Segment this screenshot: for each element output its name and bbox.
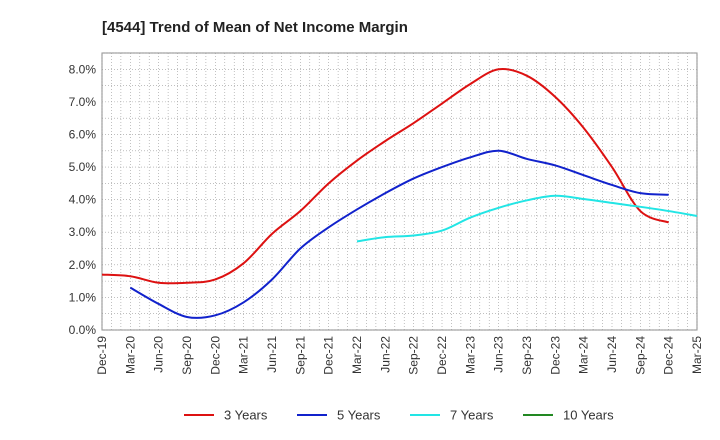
y-tick-label: 4.0%: [69, 193, 97, 207]
y-tick-label: 3.0%: [69, 225, 97, 239]
series-line-5-years: [129, 149, 669, 319]
x-axis: Dec-19 Mar-20 Jun-20 Sep-20 Dec-20 Mar-21 Jun-…: [95, 336, 704, 375]
chart-title: [4544] Trend of Mean of Net Income Margi…: [102, 19, 408, 36]
x-tick-label: Jun-20: [152, 336, 166, 373]
x-tick-label: Mar-20: [123, 336, 137, 374]
y-tick-label: 5.0%: [69, 160, 97, 174]
x-tick-label: Sep-20: [180, 336, 194, 375]
x-tick-label: Dec-23: [548, 336, 562, 375]
legend-label-10-years: 10 Years: [563, 408, 614, 423]
x-tick-label: Jun-24: [605, 336, 619, 373]
series-lines: [101, 67, 698, 319]
x-tick-label: Jun-22: [378, 336, 392, 373]
x-tick-label: Mar-23: [463, 336, 477, 374]
series-line-7-years: [356, 194, 698, 243]
x-tick-label: Sep-21: [293, 336, 307, 375]
y-tick-label: 8.0%: [69, 62, 97, 76]
y-axis: 0.0% 1.0% 2.0% 3.0% 4.0% 5.0% 6.0% 7.0% 8.0%: [69, 62, 97, 337]
legend-label-7-years: 7 Years: [450, 408, 494, 423]
x-tick-label: Dec-20: [208, 336, 222, 375]
y-tick-label: 2.0%: [69, 258, 97, 272]
x-tick-label: Mar-24: [577, 336, 591, 374]
y-tick-label: 7.0%: [69, 95, 97, 109]
x-tick-label: Dec-22: [435, 336, 449, 375]
series-line-3-years: [101, 67, 670, 285]
x-tick-label: Sep-22: [407, 336, 421, 375]
x-tick-label: Dec-19: [95, 336, 109, 375]
x-tick-label: Dec-24: [662, 336, 676, 375]
legend-label-3-years: 3 Years: [224, 408, 268, 423]
y-tick-label: 0.0%: [69, 323, 97, 337]
plot-frame: [101, 52, 698, 331]
x-tick-label: Mar-22: [350, 336, 364, 374]
x-tick-label: Dec-21: [322, 336, 336, 375]
y-tick-label: 1.0%: [69, 290, 97, 304]
legend-label-5-years: 5 Years: [337, 408, 381, 423]
x-tick-label: Jun-21: [265, 336, 279, 373]
x-tick-label: Sep-23: [520, 336, 534, 375]
x-tick-label: Mar-21: [237, 336, 251, 374]
y-tick-label: 6.0%: [69, 127, 97, 141]
x-tick-label: Sep-24: [633, 336, 647, 375]
x-tick-label: Mar-25: [690, 336, 704, 374]
plot-area: [101, 52, 698, 331]
x-tick-label: Jun-23: [492, 336, 506, 373]
legend: 3 Years 5 Years 7 Years 10 Years: [184, 408, 614, 423]
